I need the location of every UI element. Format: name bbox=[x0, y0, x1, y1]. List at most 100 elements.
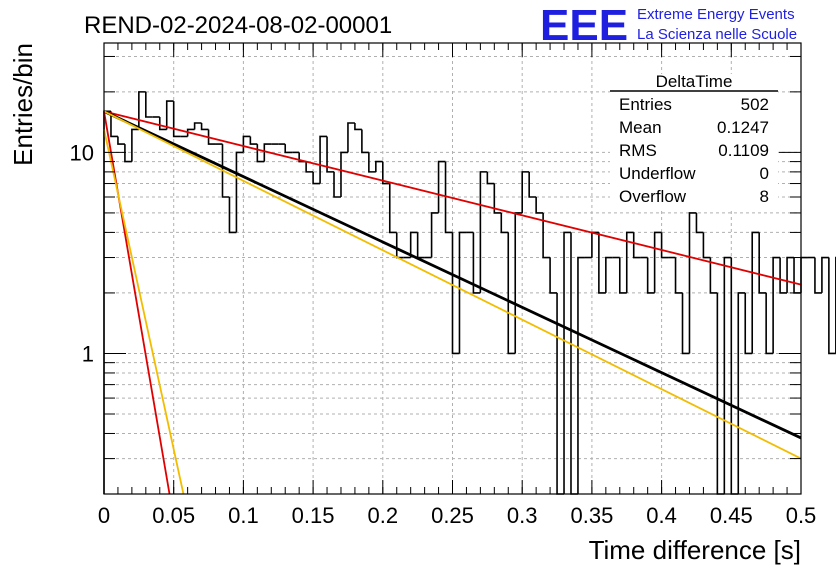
histogram-bin bbox=[347, 122, 355, 153]
histogram-bin bbox=[549, 257, 558, 294]
histogram-bin bbox=[681, 292, 690, 355]
histogram-bin bbox=[821, 256, 829, 293]
y-tick-label: 1 bbox=[82, 341, 94, 366]
histogram-bin bbox=[500, 212, 509, 234]
histogram-bin bbox=[618, 257, 627, 294]
histogram-bin bbox=[625, 231, 634, 293]
histogram-bin bbox=[361, 129, 369, 154]
histogram-bin bbox=[131, 128, 139, 162]
histogram-bin bbox=[632, 232, 641, 259]
x-tick-label: 0.1 bbox=[228, 503, 259, 528]
histogram-bin bbox=[507, 232, 516, 355]
x-tick-label: 0.3 bbox=[507, 503, 538, 528]
logo-line-1: Extreme Energy Events bbox=[637, 6, 795, 23]
histogram-bin bbox=[354, 123, 362, 131]
histogram-bin bbox=[800, 256, 808, 293]
histogram-bin bbox=[786, 256, 795, 293]
histogram-bin bbox=[723, 256, 732, 494]
stats-box: DeltaTime Entries 502 Mean 0.1247 RMS 0.… bbox=[610, 72, 778, 208]
histogram-bin bbox=[312, 171, 321, 185]
histogram-bin bbox=[695, 212, 704, 234]
y-tick-label: 10 bbox=[70, 140, 94, 165]
histogram-bin bbox=[514, 212, 523, 354]
histogram-bin bbox=[591, 231, 599, 258]
stats-value-underflow: 0 bbox=[760, 164, 769, 183]
histogram-bin bbox=[263, 143, 272, 162]
histogram-bin bbox=[437, 160, 446, 213]
histogram-bin bbox=[458, 231, 467, 354]
histogram-bin bbox=[570, 232, 578, 495]
stats-title: DeltaTime bbox=[656, 72, 733, 91]
histogram-bin bbox=[486, 171, 495, 185]
histogram-bin bbox=[563, 231, 571, 494]
histogram-bin bbox=[242, 135, 251, 153]
histogram-bin bbox=[388, 183, 397, 234]
histogram-bin bbox=[709, 257, 718, 294]
histogram-bin bbox=[200, 123, 209, 131]
histogram-bin bbox=[716, 292, 725, 495]
x-tick-label: 0.35 bbox=[570, 503, 613, 528]
histogram-bin bbox=[110, 111, 118, 138]
y-axis-label: Entries/bin bbox=[8, 43, 38, 166]
axis-ticks: 0 0.05 0.1 0.15 0.2 0.25 0.3 0.35 0.4 0.45 0.5 1 10 bbox=[70, 43, 817, 528]
histogram-bin bbox=[326, 136, 335, 173]
histogram-bin bbox=[688, 212, 697, 354]
histogram-bin bbox=[375, 160, 383, 172]
histogram-bin bbox=[395, 232, 404, 259]
histogram-bin bbox=[772, 256, 781, 354]
histogram-bin bbox=[535, 197, 544, 214]
fit-curves bbox=[103, 110, 802, 495]
histogram-bin bbox=[605, 256, 613, 293]
histogram-bin bbox=[660, 232, 669, 259]
histogram-bin bbox=[340, 151, 348, 197]
grid-lines bbox=[104, 43, 801, 495]
histogram-bin bbox=[416, 232, 425, 259]
logo-line-2: La Scienza nelle Scuole bbox=[637, 26, 797, 43]
histogram-bin bbox=[207, 129, 216, 145]
stats-label-underflow: Underflow bbox=[619, 164, 696, 183]
x-axis-label: Time difference [s] bbox=[589, 535, 801, 565]
stats-label-overflow: Overflow bbox=[619, 187, 687, 206]
fit-curve-black bbox=[103, 110, 802, 440]
histogram-bin bbox=[145, 91, 153, 118]
fit-curve-red bbox=[103, 111, 171, 495]
fit-curve-yellow bbox=[103, 129, 185, 495]
histogram-bin bbox=[828, 257, 836, 355]
histogram-bin bbox=[577, 256, 585, 494]
histogram-bin bbox=[124, 144, 132, 163]
histogram-bin bbox=[444, 161, 453, 234]
histogram-bin bbox=[165, 100, 174, 130]
histogram-bin bbox=[117, 136, 125, 145]
histogram-bin bbox=[758, 232, 767, 294]
histogram-bin bbox=[186, 128, 195, 137]
histogram-bin bbox=[814, 257, 822, 294]
histogram-bin bbox=[158, 116, 167, 131]
histogram-bin bbox=[674, 257, 683, 294]
stats-value-entries: 502 bbox=[741, 95, 769, 114]
histogram-bin bbox=[430, 212, 439, 258]
histogram-bin bbox=[409, 231, 418, 258]
histogram-bin bbox=[598, 232, 606, 294]
x-tick-label: 0.25 bbox=[431, 503, 474, 528]
stats-box-background bbox=[610, 74, 778, 208]
histogram-bin bbox=[193, 122, 202, 130]
histogram-bin bbox=[451, 232, 460, 355]
histogram-bin bbox=[472, 232, 481, 294]
stats-label-entries: Entries bbox=[619, 95, 672, 114]
x-tick-label: 0.4 bbox=[646, 503, 677, 528]
histogram-bin bbox=[702, 232, 711, 259]
run-title: REND-02-2024-08-02-00001 bbox=[84, 12, 392, 39]
x-tick-label: 0.05 bbox=[152, 503, 195, 528]
stats-value-overflow: 8 bbox=[760, 187, 769, 206]
histogram-bin bbox=[221, 144, 230, 198]
histogram-bin bbox=[382, 161, 390, 185]
x-tick-label: 0.5 bbox=[786, 503, 817, 528]
histogram-bin bbox=[235, 151, 244, 233]
histogram-bin bbox=[319, 135, 328, 184]
histogram-bin bbox=[138, 91, 146, 130]
histogram-bin bbox=[779, 257, 788, 294]
histogram-bin bbox=[793, 257, 801, 294]
histogram-bin bbox=[172, 101, 181, 138]
histogram-bin bbox=[765, 292, 774, 355]
